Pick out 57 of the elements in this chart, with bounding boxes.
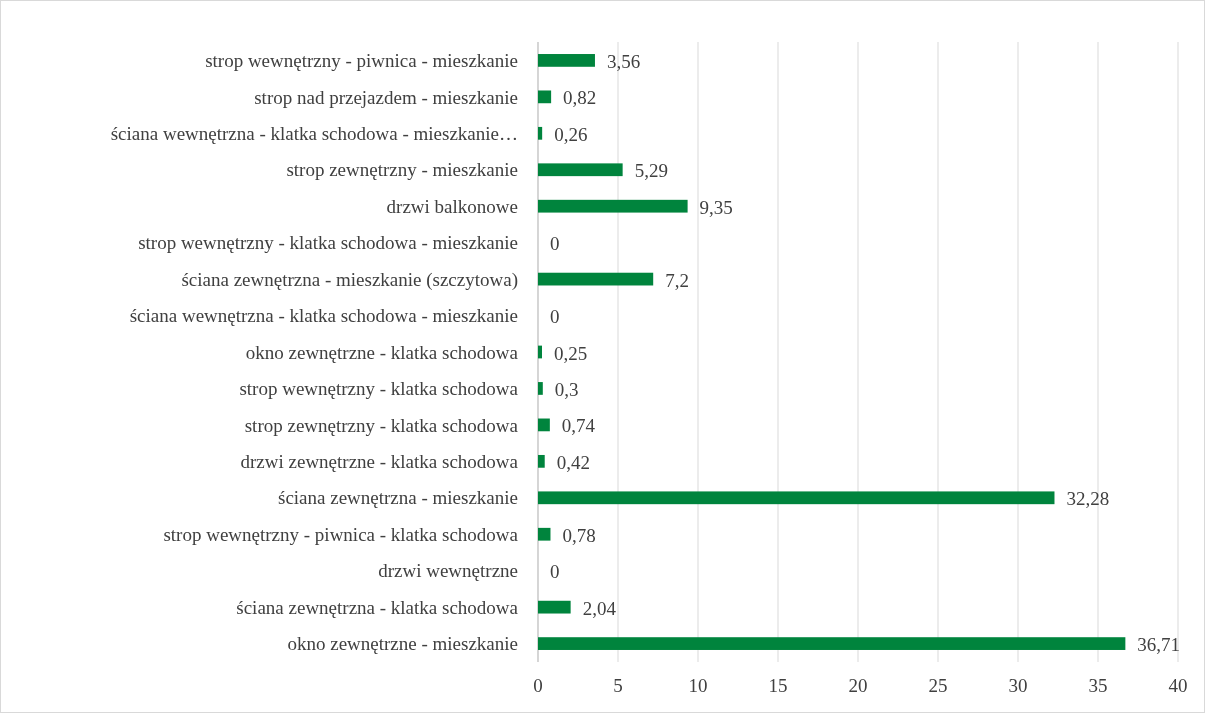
data-label: 0,82	[563, 87, 597, 109]
y-tick-label: ściana zewnętrzna - mieszkanie (szczytowa)	[181, 268, 518, 291]
x-tick-label: 0	[533, 675, 543, 696]
y-tick-label: okno zewnętrzne - mieszkanie	[287, 633, 518, 655]
y-tick-label: drzwi balkonowe	[386, 195, 518, 217]
data-label: 7,2	[665, 269, 689, 291]
y-tick-label: strop wewnętrzny - klatka schodowa	[239, 378, 519, 400]
bar	[538, 600, 571, 614]
data-label: 0,25	[554, 342, 588, 364]
y-tick-label: okno zewnętrzne - klatka schodowa	[245, 341, 519, 363]
data-label: 0	[550, 233, 560, 255]
data-label: 0,74	[561, 415, 596, 437]
data-label: 5,29	[634, 160, 668, 182]
data-label: 9,35	[699, 196, 733, 218]
bar	[538, 90, 552, 104]
y-tick-label: ściana zewnętrzna - mieszkanie	[277, 487, 518, 509]
bar	[538, 272, 654, 286]
x-tick-label: 35	[1088, 675, 1108, 696]
data-label: 32,28	[1066, 488, 1110, 510]
y-tick-label: strop wewnętrzny - piwnica - mieszkanie	[205, 50, 518, 72]
data-label: 0,26	[554, 123, 588, 145]
data-label: 0	[550, 561, 560, 583]
bar	[538, 491, 1055, 505]
data-label: 0,78	[562, 524, 596, 546]
bar	[538, 126, 543, 140]
x-tick-label: 15	[768, 675, 788, 696]
bar	[538, 418, 550, 432]
data-label: 3,56	[606, 51, 641, 73]
bar	[538, 382, 543, 395]
bar	[538, 54, 595, 67]
bar	[538, 345, 542, 359]
data-label: 0	[550, 306, 560, 328]
data-label: 36,71	[1137, 634, 1181, 656]
x-tick-label: 25	[928, 675, 948, 696]
bar	[538, 637, 1126, 650]
y-tick-label: ściana zewnętrzna - klatka schodowa	[236, 596, 519, 618]
bar	[538, 527, 551, 541]
y-tick-label: strop nad przejazdem - mieszkanie	[254, 86, 518, 108]
x-tick-label: 10	[688, 675, 708, 696]
x-tick-label: 20	[848, 675, 868, 696]
x-tick-label: 40	[1168, 675, 1188, 696]
y-tick-label: ściana wewnętrzna - klatka schodowa - mieszkanie	[129, 305, 518, 327]
data-label: 0,42	[556, 451, 590, 473]
y-tick-label: strop zewnętrzny - mieszkanie	[286, 159, 518, 181]
x-tick-label: 30	[1008, 675, 1028, 696]
y-tick-label: strop zewnętrzny - klatka schodowa	[244, 414, 519, 436]
bar	[538, 454, 545, 468]
y-tick-label: ściana wewnętrzna - klatka schodowa - mieszkanie…	[110, 122, 518, 144]
bar	[538, 199, 688, 213]
y-tick-label: strop wewnętrzny - klatka schodowa - mieszkanie	[138, 232, 518, 254]
x-tick-label: 5	[613, 675, 623, 696]
y-tick-label: strop wewnętrzny - piwnica - klatka schodowa	[163, 523, 519, 545]
bar	[538, 163, 623, 177]
y-tick-label: drzwi wewnętrzne	[378, 560, 518, 582]
data-label: 0,3	[554, 379, 579, 401]
y-tick-label: drzwi zewnętrzne - klatka schodowa	[240, 451, 519, 472]
data-label: 2,04	[582, 597, 617, 619]
